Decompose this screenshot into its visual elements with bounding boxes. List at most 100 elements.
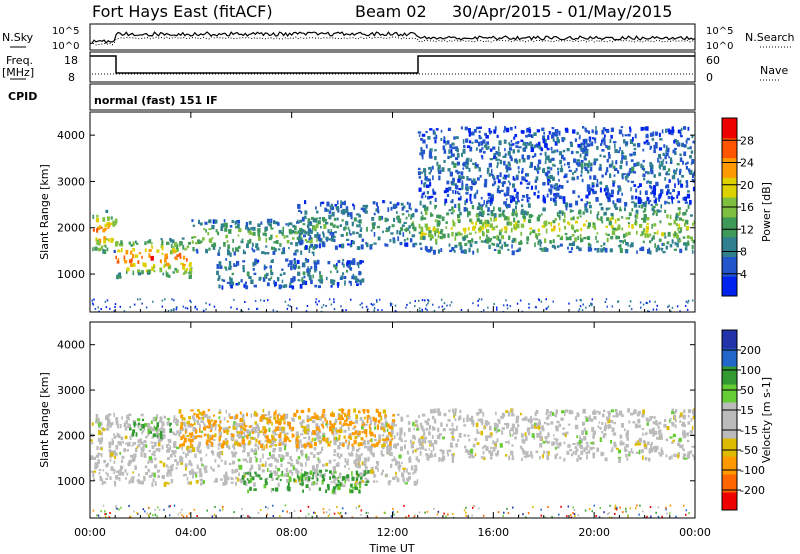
range-time-cell bbox=[599, 203, 603, 206]
range-time-cell bbox=[223, 474, 225, 479]
range-time-cell bbox=[105, 209, 109, 213]
range-time-cell bbox=[669, 417, 672, 421]
range-time-cell bbox=[600, 451, 603, 457]
range-time-cell bbox=[218, 451, 222, 455]
range-time-cell bbox=[228, 462, 232, 466]
range-time-cell bbox=[169, 466, 174, 472]
range-time-cell bbox=[573, 513, 576, 516]
range-time-cell bbox=[482, 514, 485, 517]
range-time-cell bbox=[150, 420, 153, 424]
range-time-cell bbox=[344, 479, 346, 484]
range-time-cell bbox=[99, 224, 102, 228]
range-time-cell bbox=[615, 408, 618, 414]
range-time-cell bbox=[336, 452, 340, 457]
range-time-cell bbox=[472, 506, 474, 509]
range-time-cell bbox=[176, 306, 178, 309]
range-time-cell bbox=[502, 214, 506, 218]
range-time-cell bbox=[659, 429, 662, 434]
range-time-cell bbox=[369, 244, 373, 246]
range-time-cell bbox=[570, 217, 573, 221]
range-time-cell bbox=[487, 213, 490, 216]
range-time-cell bbox=[488, 128, 491, 133]
range-time-cell bbox=[175, 269, 179, 273]
range-time-cell bbox=[334, 204, 337, 207]
range-time-cell bbox=[216, 270, 219, 276]
range-time-cell bbox=[375, 442, 379, 447]
range-time-cell bbox=[531, 214, 534, 217]
range-time-cell bbox=[287, 482, 290, 487]
range-time-cell bbox=[460, 126, 463, 130]
range-time-cell bbox=[546, 248, 549, 252]
range-time-cell bbox=[530, 424, 534, 429]
range-time-cell bbox=[470, 201, 473, 204]
range-time-cell bbox=[156, 434, 159, 438]
range-time-cell bbox=[346, 423, 348, 426]
range-time-cell bbox=[296, 439, 299, 444]
range-time-cell bbox=[345, 209, 349, 214]
range-time-cell bbox=[493, 129, 497, 134]
range-time-cell bbox=[691, 134, 694, 139]
range-time-cell bbox=[686, 193, 691, 199]
range-time-cell bbox=[264, 428, 268, 433]
range-time-cell bbox=[505, 226, 508, 231]
range-time-cell bbox=[527, 454, 531, 458]
range-time-cell bbox=[225, 234, 228, 239]
range-time-cell bbox=[264, 478, 267, 484]
range-time-cell bbox=[645, 139, 649, 144]
range-time-cell bbox=[621, 227, 623, 231]
range-time-cell bbox=[297, 230, 301, 234]
range-time-cell bbox=[540, 514, 543, 517]
range-time-cell bbox=[448, 155, 453, 159]
range-time-cell bbox=[565, 431, 569, 435]
range-time-cell bbox=[627, 222, 630, 225]
range-time-cell bbox=[535, 167, 539, 172]
range-time-cell bbox=[521, 224, 525, 228]
range-time-cell bbox=[645, 417, 649, 421]
range-time-cell bbox=[389, 480, 392, 483]
range-time-cell bbox=[213, 423, 217, 427]
range-time-cell bbox=[453, 411, 456, 417]
range-time-cell bbox=[487, 199, 490, 203]
range-time-cell bbox=[503, 192, 506, 196]
range-time-cell bbox=[609, 139, 612, 144]
range-time-cell bbox=[308, 248, 311, 253]
range-time-cell bbox=[211, 515, 214, 518]
range-time-cell bbox=[396, 461, 400, 465]
range-time-cell bbox=[558, 195, 563, 200]
range-time-cell bbox=[167, 447, 169, 451]
range-time-cell bbox=[575, 151, 579, 154]
range-time-cell bbox=[496, 235, 499, 241]
range-time-cell bbox=[453, 250, 456, 253]
range-time-cell bbox=[346, 260, 351, 266]
range-time-cell bbox=[412, 472, 415, 475]
range-time-cell bbox=[269, 445, 272, 448]
range-time-cell bbox=[466, 414, 469, 418]
range-time-cell bbox=[402, 476, 405, 481]
range-time-cell bbox=[564, 163, 566, 166]
range-time-cell bbox=[501, 235, 505, 240]
range-time-cell bbox=[394, 460, 398, 466]
range-time-cell bbox=[401, 224, 405, 227]
range-time-cell bbox=[137, 418, 141, 422]
range-time-cell bbox=[453, 183, 457, 186]
range-time-cell bbox=[179, 241, 183, 246]
range-time-cell bbox=[384, 243, 386, 247]
range-time-cell bbox=[229, 225, 233, 228]
range-time-cell bbox=[451, 247, 455, 251]
range-time-cell bbox=[200, 416, 203, 420]
range-time-cell bbox=[175, 467, 178, 470]
range-time-cell bbox=[558, 179, 560, 182]
range-time-cell bbox=[687, 409, 692, 414]
range-time-cell bbox=[393, 217, 396, 222]
range-time-cell bbox=[275, 427, 278, 432]
range-time-cell bbox=[601, 149, 605, 152]
range-time-cell bbox=[562, 149, 566, 153]
range-time-cell bbox=[551, 150, 555, 154]
range-time-cell bbox=[409, 455, 411, 460]
range-time-cell bbox=[515, 200, 518, 205]
range-time-cell bbox=[359, 416, 363, 420]
range-time-cell bbox=[336, 483, 340, 488]
range-time-cell bbox=[375, 460, 378, 465]
range-time-cell bbox=[544, 238, 547, 244]
range-time-cell bbox=[636, 250, 638, 254]
